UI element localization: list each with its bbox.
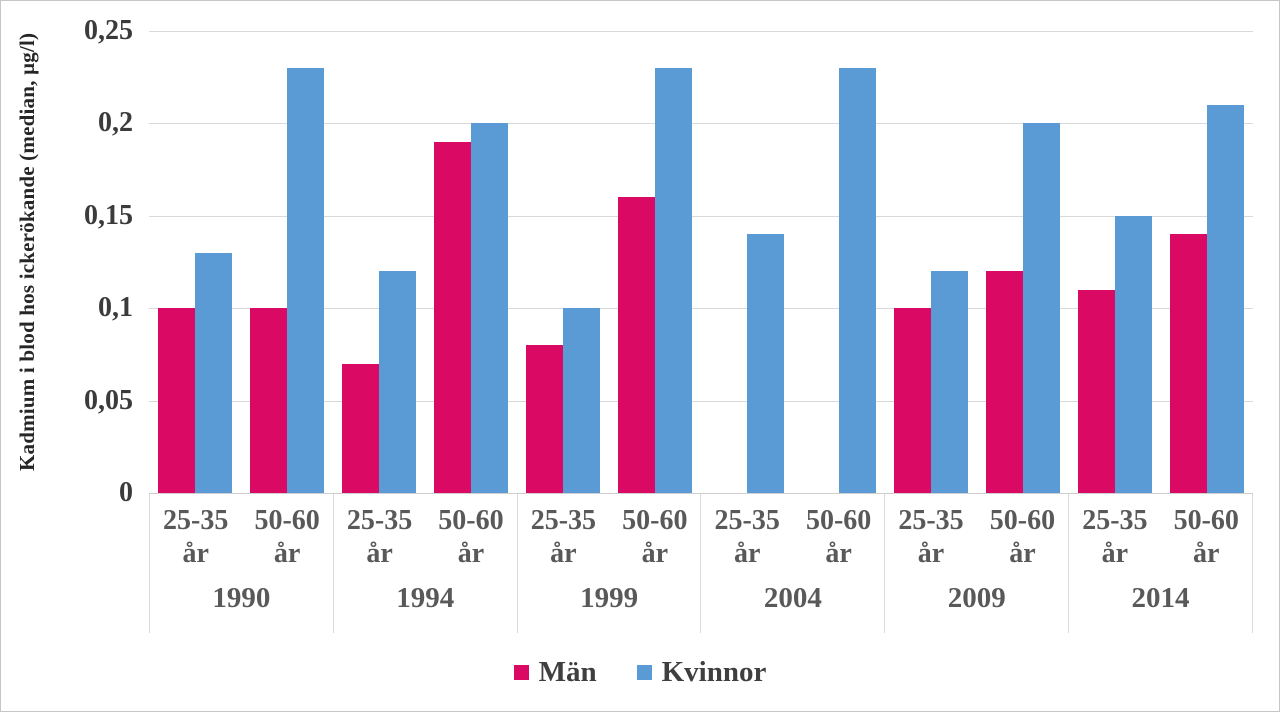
year-group-1990 — [149, 31, 333, 493]
year-label-1999: 1999 — [580, 582, 639, 614]
year-label-1990: 1990 — [212, 582, 271, 614]
gridline — [149, 215, 1253, 217]
plot-bars — [149, 31, 1253, 493]
y-tick-label: 0,2 — [98, 107, 133, 139]
age-label-2004-50-60: 50-60 år — [805, 505, 872, 569]
bar-m-n-1999-25-35 — [526, 345, 563, 493]
bar-m-n-1994-25-35 — [342, 363, 379, 493]
bar-m-n-2014-25-35 — [1078, 289, 1115, 493]
bar-kvinnor-1990-50-60 — [287, 67, 324, 493]
bar-m-n-1990-50-60 — [250, 308, 287, 493]
category-group-1994: 25-35 år 50-60 år 1994 — [332, 494, 517, 633]
bar-kvinnor-1994-50-60 — [471, 123, 508, 493]
bar-kvinnor-2004-25-35 — [747, 234, 784, 493]
age-pair-2004-50-60 — [793, 31, 885, 493]
age-pair-1990-50-60 — [241, 31, 333, 493]
y-axis-title: Kadmium i blod hos ickerökande (median, … — [15, 32, 39, 472]
bar-kvinnor-1994-25-35 — [379, 271, 416, 493]
age-label-row: 25-35 år 50-60 år — [334, 494, 517, 582]
legend-label-man: Män — [538, 656, 597, 688]
age-label-1994-50-60: 50-60 år — [438, 505, 504, 569]
year-group-1999 — [517, 31, 701, 493]
bar-kvinnor-1999-25-35 — [563, 308, 600, 493]
y-tick-label: 0,25 — [84, 15, 133, 46]
age-pair-1990-25-35 — [149, 31, 241, 493]
gridline — [149, 308, 1253, 310]
age-pair-2004-25-35 — [701, 31, 793, 493]
category-axis: 25-35 år 50-60 år 1990 25-35 år 50-60 år 1994 25-3… — [149, 494, 1253, 633]
year-label-2014: 2014 — [1131, 582, 1190, 614]
bar-m-n-1990-25-35 — [158, 308, 195, 493]
y-tick-label: 0,1 — [98, 292, 133, 324]
age-pair-2009-50-60 — [977, 31, 1069, 493]
age-pair-2014-25-35 — [1069, 31, 1161, 493]
age-pair-2014-50-60 — [1161, 31, 1253, 493]
legend: Män Kvinnor — [1, 656, 1279, 689]
age-pair-1999-50-60 — [609, 31, 701, 493]
legend-swatch-kvinnor — [636, 665, 652, 680]
age-pair-2009-25-35 — [885, 31, 977, 493]
year-group-1994 — [333, 31, 517, 493]
age-label-row: 25-35 år 50-60 år — [150, 494, 333, 582]
x-axis-line — [149, 493, 1253, 494]
age-label-row: 25-35 år 50-60 år — [885, 494, 1068, 582]
age-label-1999-50-60: 50-60 år — [622, 505, 688, 569]
age-label-2014-50-60: 50-60 år — [1173, 505, 1239, 569]
legend-item-kvinnor: Kvinnor — [636, 656, 767, 689]
bar-m-n-2014-50-60 — [1170, 234, 1207, 493]
gridline — [149, 31, 1253, 32]
bar-kvinnor-1990-25-35 — [195, 252, 232, 493]
year-label-2004: 2004 — [763, 582, 822, 614]
age-label-1990-25-35: 25-35 år — [163, 505, 229, 569]
category-group-2009: 25-35 år 50-60 år 2009 — [884, 494, 1068, 633]
y-tick-label: 0,15 — [84, 199, 133, 231]
year-label-1994: 1994 — [396, 582, 455, 614]
bar-m-n-2009-25-35 — [894, 308, 931, 493]
age-label-row: 25-35 år 50-60 år — [701, 494, 884, 582]
age-label-1999-25-35: 25-35 år — [530, 505, 597, 569]
category-group-1990: 25-35 år 50-60 år 1990 — [149, 494, 333, 633]
bar-m-n-2009-50-60 — [986, 271, 1023, 493]
age-label-2004-25-35: 25-35 år — [714, 505, 780, 569]
bar-kvinnor-2014-25-35 — [1115, 215, 1152, 493]
age-label-2009-50-60: 50-60 år — [989, 505, 1056, 569]
bar-kvinnor-2009-50-60 — [1023, 123, 1060, 493]
age-pair-1994-25-35 — [333, 31, 425, 493]
bar-kvinnor-2004-50-60 — [839, 67, 876, 493]
legend-item-man: Män — [513, 656, 597, 689]
age-label-2009-25-35: 25-35 år — [898, 505, 964, 569]
year-group-2004 — [701, 31, 885, 493]
age-label-row: 25-35 år 50-60 år — [1069, 494, 1252, 582]
age-label-2014-25-35: 25-35 år — [1082, 505, 1148, 569]
bar-kvinnor-1999-50-60 — [655, 67, 692, 493]
age-label-1990-50-60: 50-60 år — [254, 505, 320, 569]
legend-label-kvinnor: Kvinnor — [661, 656, 767, 688]
year-label-2009: 2009 — [947, 582, 1006, 614]
year-group-2009 — [885, 31, 1069, 493]
year-group-2014 — [1069, 31, 1253, 493]
gridline — [149, 123, 1253, 125]
bar-kvinnor-2009-25-35 — [931, 271, 968, 493]
y-tick-label: 0 — [119, 477, 133, 508]
age-label-row: 25-35 år 50-60 år — [518, 494, 701, 582]
age-pair-1999-25-35 — [517, 31, 609, 493]
legend-swatch-man — [513, 665, 529, 680]
category-group-1999: 25-35 år 50-60 år 1999 — [516, 494, 701, 633]
gridline — [149, 400, 1253, 402]
category-group-2004: 25-35 år 50-60 år 2004 — [700, 494, 884, 633]
age-label-1994-25-35: 25-35 år — [346, 505, 413, 569]
y-tick-label: 0,05 — [84, 384, 133, 416]
plot-area — [149, 31, 1253, 494]
bar-kvinnor-2014-50-60 — [1207, 104, 1244, 493]
category-group-2014: 25-35 år 50-60 år 2014 — [1068, 494, 1253, 633]
age-pair-1994-50-60 — [425, 31, 517, 493]
bar-m-n-1994-50-60 — [434, 141, 471, 493]
bar-m-n-1999-50-60 — [618, 197, 655, 493]
